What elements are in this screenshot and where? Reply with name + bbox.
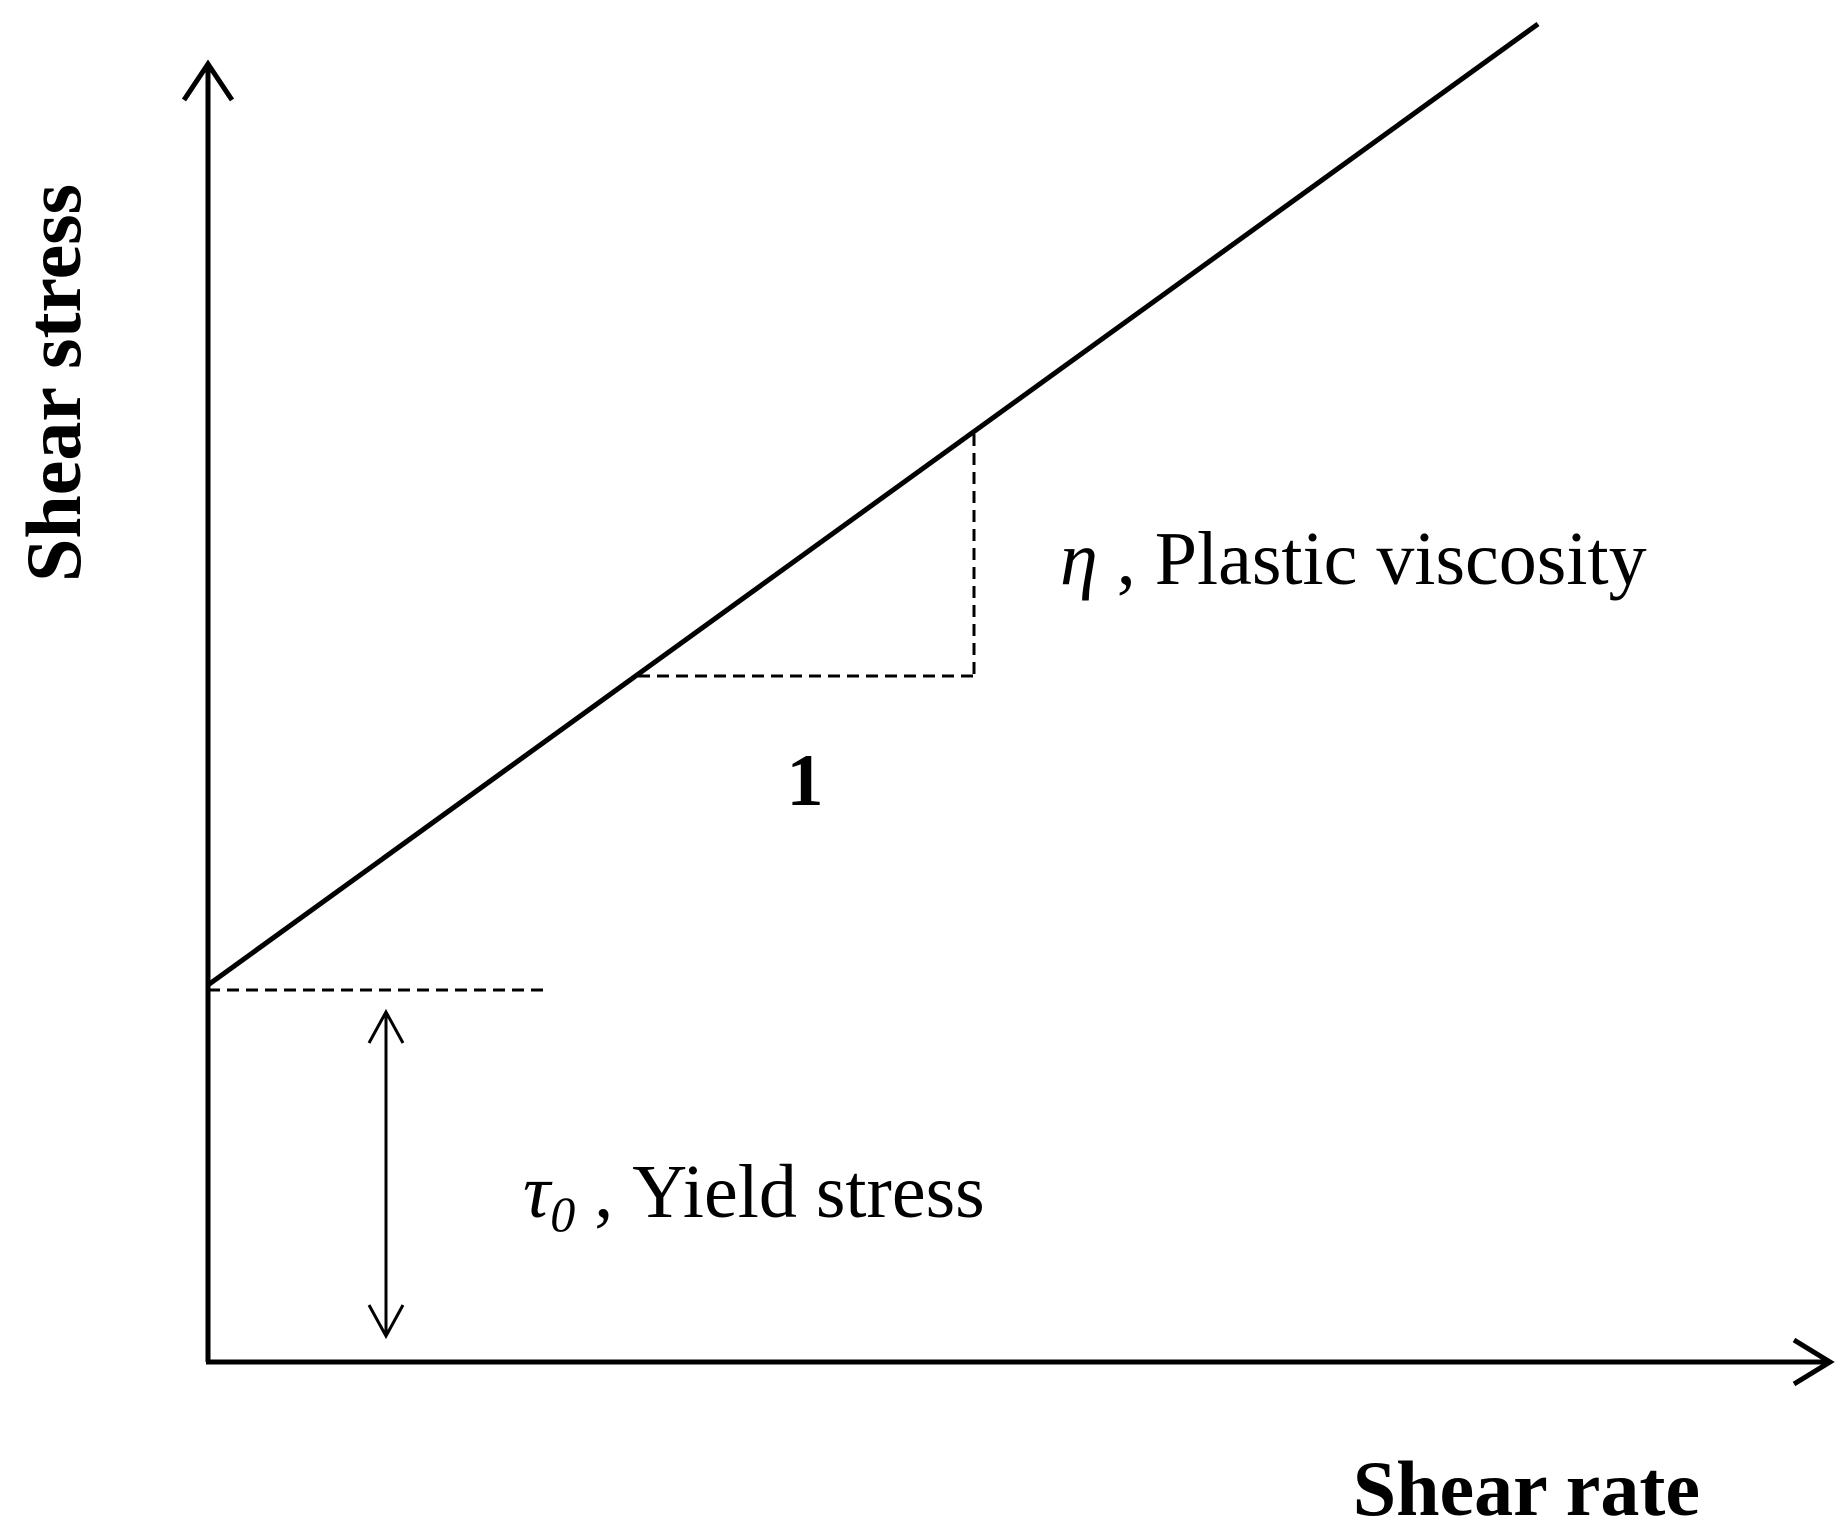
x-axis-label: Shear rate	[1353, 1445, 1700, 1532]
x-axis	[206, 1337, 1835, 1387]
eta-symbol: η	[1060, 517, 1098, 601]
tau-subscript: 0	[550, 1186, 575, 1242]
y-axis-label: Shear stress	[10, 184, 97, 582]
slope-run-label: 1	[787, 740, 824, 822]
plastic-viscosity-label: η , Plastic viscosity	[1060, 517, 1647, 601]
yield-stress-double-arrow	[367, 1008, 405, 1340]
plastic-viscosity-text: , Plastic viscosity	[1098, 517, 1647, 601]
yield-stress-label: τ0 , Yield stress	[523, 1150, 985, 1242]
y-axis	[181, 59, 235, 1362]
yield-stress-text: , Yield stress	[575, 1150, 985, 1234]
flow-curve-line	[206, 21, 1540, 988]
tau-symbol: τ	[523, 1150, 553, 1234]
